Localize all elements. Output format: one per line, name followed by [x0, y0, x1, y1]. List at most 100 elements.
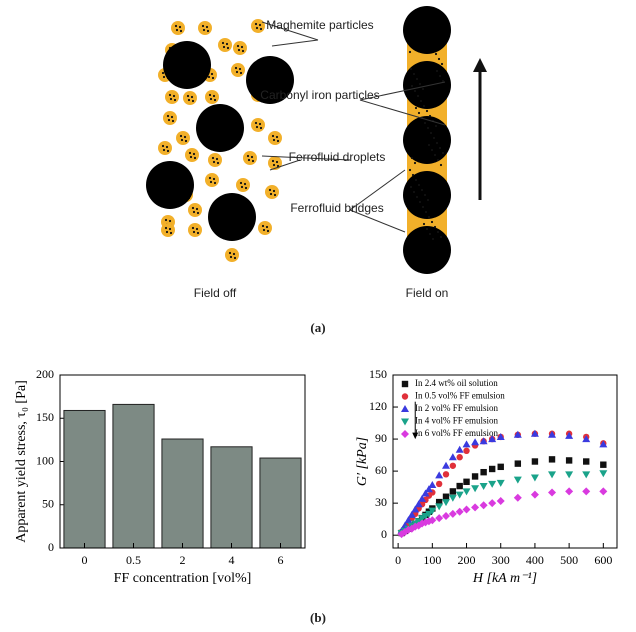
pointer [269, 159, 301, 171]
y-axis-label: Apparent yield stress, τ₀ [Pa] [14, 380, 29, 543]
bridge-dot [439, 235, 443, 239]
y-tick-label: 150 [36, 410, 54, 424]
y-tick-label: 0 [48, 540, 54, 554]
point [463, 478, 470, 485]
label: Field on [405, 286, 449, 300]
bar [112, 403, 155, 549]
point [462, 488, 471, 496]
bridge-dot [412, 72, 416, 76]
droplet [218, 38, 232, 52]
bridge-dot [431, 237, 435, 241]
pointer [261, 21, 319, 41]
droplet-dot [275, 160, 279, 164]
droplet-dot [273, 193, 277, 197]
iron-particle [196, 104, 244, 152]
droplet [236, 178, 250, 192]
droplet-dot [192, 152, 196, 156]
bridge-dot [426, 126, 430, 130]
droplet-dot [211, 156, 215, 160]
x-tick-label: 6 [278, 553, 284, 567]
droplet-dot [192, 230, 196, 234]
point [488, 435, 497, 443]
droplet-dot [192, 210, 196, 214]
bar [161, 438, 204, 549]
droplet-dot [247, 158, 251, 162]
droplet-dot [212, 94, 216, 98]
droplet-dot [173, 98, 177, 102]
point [401, 393, 409, 400]
point [455, 507, 464, 516]
bridge-dot [434, 124, 438, 128]
droplet [158, 141, 172, 155]
annotation-arrow-head [412, 432, 419, 440]
iron-particle [403, 6, 451, 54]
bridge-dot [410, 84, 414, 88]
panel-label: (a) [310, 320, 326, 335]
bridge-dot [421, 87, 425, 91]
droplet [231, 63, 245, 77]
droplet-dot [233, 256, 237, 260]
droplet-dot [170, 115, 174, 119]
pointer [261, 155, 351, 161]
y-tick-label: 30 [375, 495, 387, 509]
droplet [233, 41, 247, 55]
droplet-dot [241, 49, 245, 53]
bridge-dot [408, 168, 412, 172]
droplet-dot [178, 25, 182, 29]
point [488, 465, 496, 473]
point [565, 431, 574, 439]
droplet-dot [272, 138, 276, 142]
pointer [359, 99, 446, 126]
bridge-dot [408, 50, 412, 54]
point [565, 471, 574, 479]
droplet-dot [191, 99, 195, 103]
droplet-dot [246, 154, 250, 158]
legend-label: In 2 vol% FF emulsion [415, 403, 499, 413]
droplet-dot [207, 75, 211, 79]
point [548, 456, 556, 463]
point [435, 514, 444, 523]
y-tick-label: 150 [369, 367, 387, 381]
point [414, 500, 423, 508]
droplet-dot [165, 145, 169, 149]
label: Field off [193, 286, 237, 300]
droplet-dot [179, 29, 183, 33]
droplet [163, 111, 177, 125]
bridge-dot [441, 79, 445, 83]
droplet-dot [258, 122, 262, 126]
droplet-dot [162, 148, 166, 152]
bridge-dot [415, 77, 419, 81]
point [463, 447, 470, 455]
point [442, 511, 451, 520]
droplet-dot [188, 151, 192, 155]
droplet [265, 185, 279, 199]
droplet [198, 21, 212, 35]
droplet-dot [168, 227, 172, 231]
droplet-dot [166, 114, 170, 118]
label: Ferrofluid droplets [288, 150, 386, 164]
droplet [176, 131, 190, 145]
droplet-dot [165, 230, 169, 234]
point [435, 471, 444, 479]
bridge-dot [428, 232, 432, 236]
bridge-dot [409, 67, 413, 71]
droplet-dot [174, 24, 178, 28]
point [442, 471, 450, 478]
droplet-dot [195, 227, 199, 231]
droplet-dot [209, 97, 213, 101]
droplet-dot [221, 41, 225, 45]
bridge-dot [413, 89, 417, 93]
point [600, 461, 607, 468]
droplet-dot [265, 225, 269, 229]
point [599, 487, 608, 496]
point [471, 438, 480, 446]
droplet-dot [211, 76, 215, 80]
point [421, 489, 430, 497]
droplet-dot [187, 98, 191, 102]
iron-particle [403, 171, 451, 219]
point [565, 487, 574, 496]
label: Carbonyl iron particles [260, 88, 380, 102]
droplet-dot [191, 206, 195, 210]
point [442, 461, 451, 469]
